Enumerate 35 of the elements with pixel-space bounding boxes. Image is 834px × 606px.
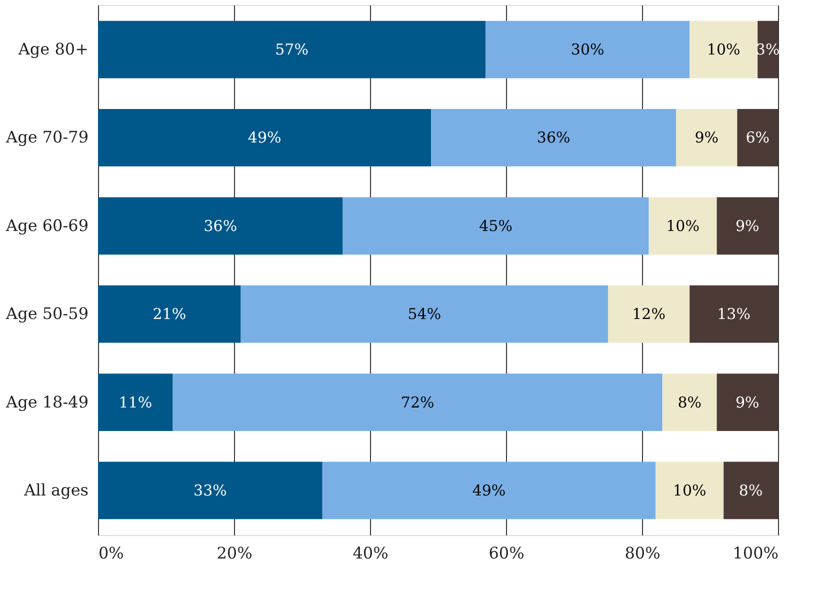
data-label: 57% bbox=[275, 40, 308, 59]
data-label: 9% bbox=[736, 216, 760, 235]
data-label: 33% bbox=[194, 481, 227, 500]
x-tick-label: 60% bbox=[488, 544, 524, 562]
data-label: 11% bbox=[118, 393, 152, 412]
data-label: 9% bbox=[736, 393, 760, 412]
y-tick-label: Age 18-49 bbox=[5, 392, 88, 412]
x-tick-label: 0% bbox=[98, 544, 124, 562]
y-tick-label: Age 70-79 bbox=[5, 128, 88, 147]
data-label: 9% bbox=[694, 128, 718, 147]
x-tick-label: 100% bbox=[732, 544, 778, 562]
data-label: 12% bbox=[632, 305, 666, 324]
x-tick-label: 80% bbox=[624, 544, 660, 562]
data-label: 10% bbox=[666, 216, 700, 235]
data-label: 49% bbox=[248, 128, 282, 147]
data-label: 13% bbox=[717, 305, 750, 324]
data-label: 36% bbox=[204, 216, 238, 235]
y-tick-label: Age 50-59 bbox=[5, 304, 88, 324]
data-label: 30% bbox=[570, 40, 604, 59]
data-label: 8% bbox=[738, 481, 763, 500]
data-label: 6% bbox=[746, 128, 770, 147]
data-label: 72% bbox=[400, 393, 434, 412]
data-label: 10% bbox=[706, 40, 740, 59]
data-label: 21% bbox=[152, 305, 186, 324]
y-tick-label: Age 60-69 bbox=[5, 216, 88, 235]
data-label: 36% bbox=[536, 128, 570, 147]
data-label: 49% bbox=[472, 481, 506, 500]
data-label: 54% bbox=[408, 305, 442, 324]
x-tick-label: 20% bbox=[216, 544, 252, 562]
data-label: 8% bbox=[678, 393, 702, 412]
y-tick-label: Age 80+ bbox=[17, 40, 88, 59]
x-tick-label: 40% bbox=[352, 544, 388, 562]
data-label: 10% bbox=[672, 481, 706, 500]
y-tick-label: All ages bbox=[23, 480, 88, 500]
data-label: 45% bbox=[479, 216, 512, 235]
